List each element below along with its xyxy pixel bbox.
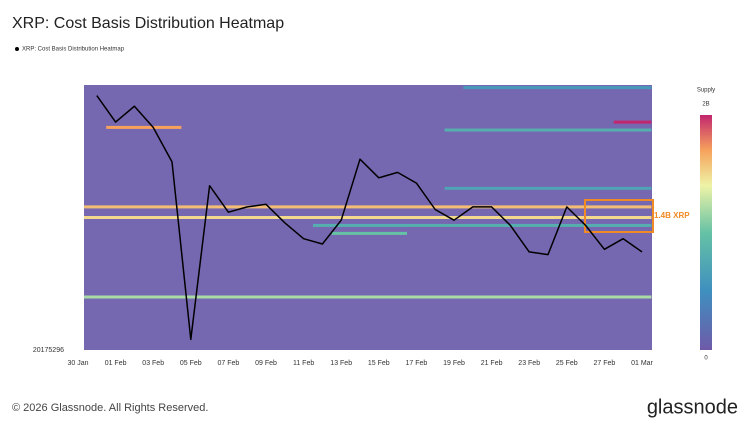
x-tick-label: 23 Feb [518, 360, 540, 367]
colorbar-title: Supply [697, 88, 715, 94]
x-tick-label: 01 Mar [631, 360, 653, 367]
x-tick-label: 30 Jan [67, 360, 88, 367]
heatmap-band [84, 295, 652, 299]
x-tick-label: 11 Feb [293, 360, 314, 367]
heatmap-band [106, 125, 182, 129]
x-tick-label: 07 Feb [218, 360, 240, 367]
y-tick-label: 20175296 [33, 347, 64, 354]
heatmap [84, 86, 652, 299]
x-tick-label: 15 Feb [368, 360, 390, 367]
heatmap-band [84, 205, 652, 209]
heatmap-band [313, 223, 652, 227]
legend-label: XRP: Cost Basis Distribution Heatmap [22, 47, 125, 53]
annotation-box [584, 199, 654, 233]
legend-marker [15, 47, 19, 51]
heatmap-band [463, 86, 652, 90]
x-tick-label: 17 Feb [406, 360, 428, 367]
chart-title: XRP: Cost Basis Distribution Heatmap [12, 15, 284, 32]
colorbar-tick-label: 2B [702, 102, 709, 108]
x-tick-label: 21 Feb [481, 360, 503, 367]
heatmap-band [444, 186, 652, 190]
heatmap-band [613, 120, 652, 124]
annotation: 1.4B XRP [654, 211, 690, 220]
x-tick-label: 05 Feb [180, 360, 202, 367]
x-tick-label: 19 Feb [443, 360, 465, 367]
brand: glassnode [647, 396, 738, 418]
x-tick-label: 27 Feb [594, 360, 616, 367]
colorbar [700, 115, 712, 350]
x-tick-label: 13 Feb [330, 360, 352, 367]
price-line [96, 95, 643, 341]
x-tick-label: 01 Feb [105, 360, 127, 367]
heatmap-band [331, 231, 407, 235]
heatmap-band [444, 128, 652, 132]
copyright: © 2026 Glassnode. All Rights Reserved. [12, 402, 208, 414]
colorbar-tick-label: 0 [704, 356, 708, 362]
x-tick-label: 25 Feb [556, 360, 578, 367]
x-tick-label: 03 Feb [142, 360, 164, 367]
x-tick-label: 09 Feb [255, 360, 277, 367]
heatmap-band [84, 216, 652, 219]
